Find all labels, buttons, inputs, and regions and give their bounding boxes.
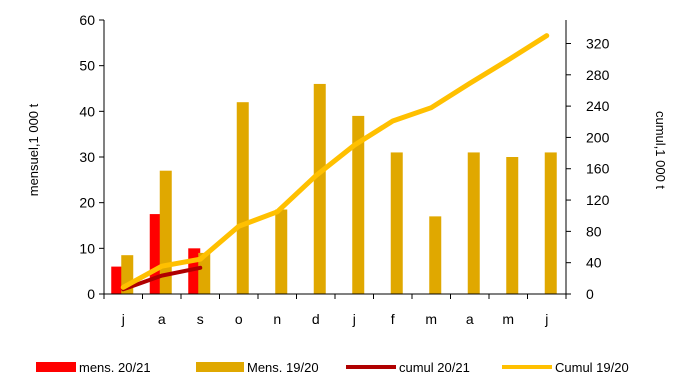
legend-label: Cumul 19/20 — [555, 360, 629, 375]
y2-tick-label: 320 — [586, 35, 610, 51]
plot-area — [111, 33, 557, 295]
x-tick-label: d — [312, 311, 320, 327]
bar — [149, 214, 162, 294]
bar — [506, 157, 519, 294]
bar — [275, 209, 288, 294]
x-tick-label: m — [502, 311, 514, 327]
x-tick-label: o — [235, 311, 243, 327]
y-tick-label: 30 — [79, 149, 95, 165]
y2-tick-label: 200 — [586, 129, 610, 145]
x-tick-label: j — [352, 311, 356, 327]
series-line — [120, 33, 550, 290]
y-tick-label: 20 — [79, 195, 95, 211]
bar — [313, 83, 326, 294]
y2-tick-label: 0 — [586, 286, 594, 302]
y-axis-title: mensuel,1 000 t — [26, 103, 41, 196]
series-line — [121, 265, 203, 292]
legend-label: mens. 20/21 — [79, 360, 151, 375]
legend: mens. 20/21 Mens. 19/20 cumul 20/21 Cumul 1… — [36, 360, 629, 375]
bar — [429, 216, 442, 294]
bar — [352, 115, 365, 295]
y-tick-label: 50 — [79, 58, 95, 74]
y-tick-label: 0 — [87, 286, 95, 302]
bar — [198, 252, 211, 294]
bar — [236, 102, 249, 294]
x-tick-label: a — [158, 311, 166, 327]
x-tick-label: f — [391, 311, 395, 327]
y2-tick-label: 160 — [586, 161, 610, 177]
x-tick-label: j — [121, 311, 125, 327]
y-tick-label: 60 — [79, 12, 95, 28]
x-tick-label: j — [544, 311, 548, 327]
y2-tick-label: 280 — [586, 67, 610, 83]
y2-tick-label: 240 — [586, 98, 610, 114]
bar — [390, 152, 403, 294]
y2-axis-title: cumul,1 000 t — [653, 111, 668, 189]
y-axis-right: 0 40 80 120 160 200 240 280 320 — [565, 20, 610, 302]
y2-tick-label: 120 — [586, 192, 610, 208]
legend-swatch — [36, 362, 76, 372]
y-tick-label: 10 — [79, 240, 95, 256]
y2-tick-label: 40 — [586, 255, 602, 271]
bar — [467, 152, 480, 294]
y2-tick-label: 80 — [586, 223, 602, 239]
bar — [544, 152, 557, 294]
x-tick-label: m — [425, 311, 437, 327]
x-tick-label: n — [273, 311, 281, 327]
legend-label: Mens. 19/20 — [247, 360, 319, 375]
legend-swatch — [196, 362, 244, 372]
legend-swatch — [346, 365, 396, 369]
legend-label: cumul 20/21 — [399, 360, 470, 375]
y-axis-left: 0 10 20 30 40 50 60 — [79, 12, 105, 302]
x-tick-label: a — [466, 311, 474, 327]
x-tick-label: s — [197, 311, 204, 327]
y-tick-label: 40 — [79, 103, 95, 119]
bar — [111, 266, 124, 294]
legend-swatch — [502, 365, 552, 369]
